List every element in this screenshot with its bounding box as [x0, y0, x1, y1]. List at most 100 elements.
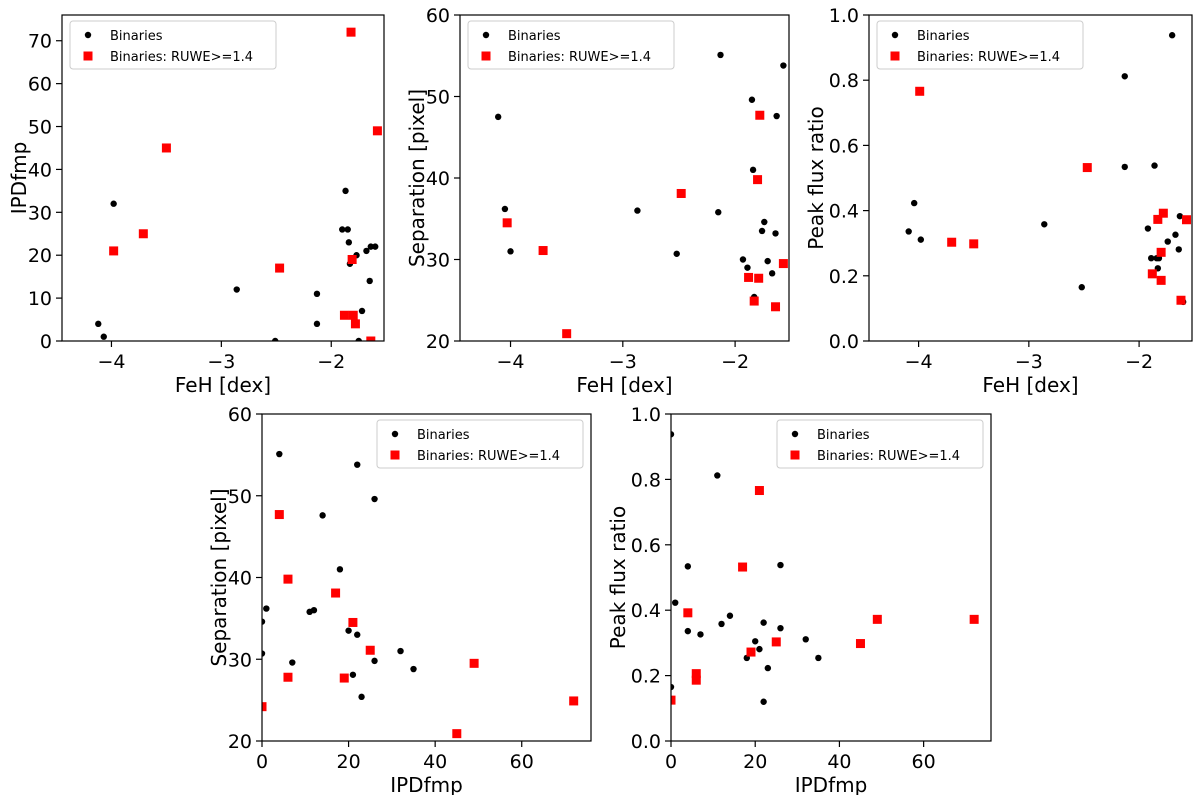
data-point-ruwe — [915, 86, 925, 96]
data-point-ruwe — [746, 647, 756, 657]
y-tick-label: 10 — [28, 288, 52, 310]
y-tick-label: 50 — [228, 486, 252, 508]
y-tick-label: 0.4 — [631, 600, 661, 622]
legend: Binaries Binaries: RUWE>=1.4 — [467, 20, 675, 70]
data-point-ruwe — [738, 562, 748, 572]
x-tick-label: −4 — [497, 351, 525, 373]
data-point-binary — [905, 228, 912, 235]
data-point-binary — [233, 286, 240, 293]
legend-box — [69, 20, 277, 70]
data-point-binary — [672, 599, 679, 606]
legend-entry-label: Binaries — [417, 428, 470, 443]
plot-area — [671, 431, 979, 705]
data-point-ruwe — [749, 296, 759, 306]
x-axis-label: FeH [dex] — [175, 373, 271, 397]
data-point-binary — [494, 113, 502, 121]
data-point-ruwe — [671, 695, 676, 705]
data-point-ruwe — [346, 27, 356, 37]
y-tick-label: 50 — [28, 117, 52, 139]
data-point-ruwe — [109, 246, 119, 256]
x-tick-label: 20 — [336, 751, 360, 773]
data-point-ruwe — [331, 588, 341, 598]
x-axis-label: IPDfmp — [795, 773, 868, 795]
data-point-binary — [910, 199, 918, 207]
legend-entry-label: Binaries: RUWE>=1.4 — [917, 50, 1060, 65]
legend-entry-label: Binaries: RUWE>=1.4 — [110, 50, 253, 65]
data-point-binary — [761, 218, 768, 226]
data-point-binary — [100, 333, 107, 340]
data-point-ruwe — [366, 336, 376, 341]
data-point-binary — [354, 631, 361, 638]
data-point-binary — [276, 450, 283, 458]
legend-box — [776, 419, 984, 469]
data-point-ruwe — [683, 608, 693, 618]
data-point-ruwe — [348, 310, 358, 320]
plot-area — [262, 450, 579, 739]
data-point-binary — [1176, 212, 1184, 220]
y-tick-label: 20 — [426, 331, 450, 353]
y-tick-label: 1.0 — [829, 5, 859, 27]
data-point-binary — [344, 226, 351, 233]
data-point-ruwe — [754, 273, 764, 283]
data-point-binary — [363, 247, 370, 255]
data-point-binary — [1121, 73, 1128, 80]
data-point-ruwe — [676, 188, 686, 198]
data-point-binary — [358, 307, 366, 315]
legend-marker-binaries — [391, 430, 399, 438]
data-point-binary — [684, 627, 692, 635]
x-axis-label: FeH [dex] — [982, 373, 1078, 397]
legend-entry-label: Binaries — [817, 428, 870, 443]
data-point-ruwe — [771, 637, 781, 647]
data-point-ruwe — [744, 272, 754, 282]
x-axis-label: FeH [dex] — [576, 373, 672, 397]
legend-marker-ruwe — [83, 51, 93, 61]
x-tick-label: −2 — [721, 351, 749, 373]
y-tick-label: 1.0 — [631, 404, 661, 426]
x-tick-label: −3 — [609, 351, 637, 373]
data-point-binary — [768, 270, 776, 277]
axes-frame — [459, 14, 790, 342]
data-point-binary — [336, 566, 344, 573]
chart-panel-2: −4 −3 −2 20 30 40 50 60 FeH [dex] Separation [pix… — [405, 5, 790, 397]
legend-marker-binaries — [891, 31, 899, 39]
y-tick-label: 0.8 — [829, 70, 859, 92]
y-tick-label: 60 — [28, 74, 52, 96]
data-point-binary — [410, 665, 417, 673]
data-point-ruwe — [452, 729, 462, 739]
x-tick-label: −3 — [1015, 351, 1043, 373]
data-point-binary — [684, 563, 692, 570]
data-point-binary — [760, 619, 767, 626]
data-point-binary — [310, 607, 318, 614]
y-tick-label: 40 — [28, 159, 52, 181]
data-point-binary — [671, 431, 675, 438]
data-point-ruwe — [283, 672, 293, 682]
data-point-binary — [95, 320, 102, 328]
data-point-binary — [697, 631, 704, 638]
x-tick-label: −4 — [905, 351, 933, 373]
data-point-ruwe — [754, 486, 764, 496]
data-point-binary — [756, 645, 763, 653]
legend-entry-label: Binaries: RUWE>=1.4 — [508, 50, 651, 65]
data-point-ruwe — [947, 237, 957, 247]
data-point-binary — [726, 612, 734, 619]
data-point-ruwe — [372, 126, 382, 136]
data-point-ruwe — [365, 645, 375, 655]
data-point-binary — [367, 243, 375, 250]
legend: Binaries Binaries: RUWE>=1.4 — [776, 419, 984, 469]
legend-entry-label: Binaries: RUWE>=1.4 — [417, 449, 560, 464]
data-point-binary — [717, 51, 724, 59]
data-point-ruwe — [275, 263, 285, 273]
data-point-ruwe — [274, 510, 284, 520]
data-point-binary — [507, 248, 514, 255]
y-tick-label: 0.6 — [631, 535, 661, 557]
data-point-binary — [1148, 254, 1155, 262]
data-point-binary — [773, 112, 780, 120]
x-tick-label: 0 — [665, 751, 677, 773]
data-point-ruwe — [872, 614, 882, 624]
data-point-ruwe — [855, 639, 865, 649]
data-point-binary — [1121, 163, 1128, 171]
data-point-binary — [1144, 225, 1152, 232]
axes-frame — [261, 413, 592, 742]
data-point-binary — [345, 627, 352, 634]
x-tick-label: 0 — [256, 751, 268, 773]
